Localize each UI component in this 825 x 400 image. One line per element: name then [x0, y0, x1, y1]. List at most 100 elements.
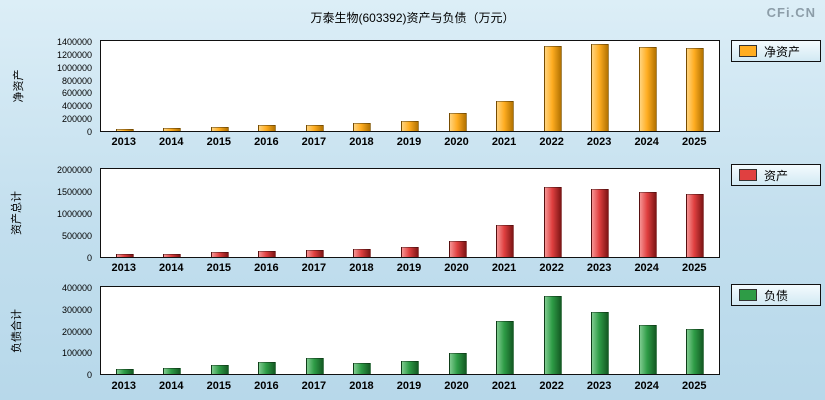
bar-2020 [448, 113, 467, 131]
x-tick-label: 2024 [634, 262, 659, 274]
legend-total-assets: 资产 [731, 164, 821, 186]
y-tick-label: 800000 [61, 75, 92, 86]
x-tick-label: 2022 [539, 136, 564, 148]
bar-2019 [401, 360, 419, 374]
x-tick-label: 2014 [159, 136, 184, 148]
x-tick-label: 2023 [586, 136, 612, 148]
bar-2024 [638, 47, 657, 131]
y-tick-label: 600000 [61, 88, 92, 99]
bar-2023 [591, 43, 610, 131]
bar-2023 [591, 188, 610, 257]
y-tick-label: 1000000 [56, 209, 92, 219]
y-tick-label: 1000000 [56, 62, 92, 73]
bar-2025 [686, 48, 705, 131]
x-tick-label: 2016 [254, 262, 279, 274]
x-tick-label: 2013 [111, 136, 136, 148]
legend-label-total-assets: 资产 [764, 168, 789, 183]
x-tick-label: 2015 [206, 380, 232, 392]
x-tick-label: 2022 [539, 380, 564, 392]
x-axis-labels-total-assets: 2013 2014 2015 2016 2017 2018 2019 2020 2021 2022… [100, 262, 720, 276]
x-tick-label: 2025 [681, 262, 707, 274]
net-assets-chart [100, 40, 720, 132]
x-tick-label: 2022 [539, 262, 564, 274]
x-tick-label: 2018 [349, 136, 374, 148]
legend-swatch-net-assets [739, 45, 757, 57]
bar-2015 [210, 252, 229, 257]
y-axis-ticks-net-assets: 0 200000 400000 600000 800000 1000000 1200000 1… [38, 37, 96, 137]
x-tick-label: 2020 [444, 380, 469, 392]
x-tick-label: 2021 [491, 136, 517, 148]
chart-title: 万泰生物(603392)资产与负债（万元） [310, 11, 515, 25]
bar-2022 [543, 186, 562, 257]
x-tick-label: 2018 [349, 380, 374, 392]
y-tick-label: 1200000 [56, 49, 92, 60]
x-tick-label: 2015 [206, 262, 232, 274]
bar-2013 [115, 368, 134, 374]
total-assets-chart [100, 168, 720, 258]
bar-2021 [496, 320, 515, 374]
bar-2021 [496, 224, 515, 257]
x-tick-label: 2017 [301, 380, 327, 392]
x-tick-label: 2021 [491, 380, 517, 392]
x-tick-label: 2023 [586, 380, 612, 392]
x-tick-label: 2019 [396, 262, 422, 274]
x-tick-label: 2025 [681, 380, 707, 392]
y-tick-label: 200000 [61, 114, 92, 125]
x-tick-label: 2021 [491, 262, 517, 274]
bar-2015 [210, 364, 229, 374]
y-tick-label: 1400000 [56, 37, 92, 47]
x-tick-label: 2020 [444, 136, 469, 148]
x-tick-label: 2017 [301, 136, 327, 148]
legend-net-assets: 净资产 [731, 40, 821, 62]
x-tick-label: 2016 [254, 380, 279, 392]
bar-2017 [305, 357, 324, 374]
x-tick-label: 2024 [634, 380, 659, 392]
bar-2022 [543, 295, 562, 374]
x-tick-label: 2023 [586, 262, 612, 274]
legend-swatch-total-assets [739, 169, 757, 181]
x-tick-label: 2019 [396, 136, 422, 148]
x-axis-labels-liabilities: 2013 2014 2015 2016 2017 2018 2019 2020 2021 2022… [100, 380, 720, 394]
y-axis-title-net-assets: 净资产 [13, 69, 25, 103]
y-axis-ticks-liabilities: 0 100000 200000 300000 400000 [38, 283, 96, 380]
bar-2016 [258, 362, 277, 374]
y-tick-label: 0 [86, 253, 92, 263]
legend-label-liabilities: 负债 [764, 288, 789, 303]
bar-2024 [638, 325, 657, 374]
y-axis-title-liabilities: 负债合计 [11, 309, 23, 353]
x-tick-label: 2015 [206, 136, 232, 148]
bar-2019 [401, 246, 419, 257]
liabilities-chart [100, 286, 720, 375]
bar-2016 [258, 124, 277, 131]
x-tick-label: 2014 [159, 262, 184, 274]
y-tick-label: 1500000 [56, 187, 92, 197]
legend-swatch-liabilities [739, 289, 757, 301]
bar-2014 [163, 367, 182, 374]
bar-2014 [163, 253, 182, 257]
bar-2014 [163, 128, 182, 131]
y-axis-ticks-total-assets: 0 500000 1000000 1500000 2000000 [38, 165, 96, 263]
y-tick-label: 500000 [61, 231, 92, 241]
bar-2025 [686, 329, 705, 374]
bar-2022 [543, 45, 562, 131]
bar-2020 [448, 240, 467, 257]
y-tick-label: 400000 [61, 101, 92, 112]
y-tick-label: 400000 [61, 283, 92, 293]
x-tick-label: 2019 [396, 380, 422, 392]
y-tick-label: 200000 [61, 326, 92, 337]
x-tick-label: 2016 [254, 136, 279, 148]
bar-2018 [353, 249, 372, 257]
bar-2015 [210, 126, 229, 131]
bar-2020 [448, 353, 467, 374]
y-tick-label: 300000 [61, 304, 92, 315]
legend-label-net-assets: 净资产 [764, 44, 801, 59]
x-tick-label: 2025 [681, 136, 707, 148]
bar-2016 [258, 251, 277, 257]
x-tick-label: 2020 [444, 262, 469, 274]
y-tick-label: 0 [86, 370, 92, 380]
bar-2017 [305, 125, 324, 131]
x-tick-label: 2024 [634, 136, 659, 148]
cfi-watermark: CFi.CN [766, 5, 816, 20]
bar-2025 [686, 194, 705, 257]
x-tick-label: 2013 [111, 380, 136, 392]
